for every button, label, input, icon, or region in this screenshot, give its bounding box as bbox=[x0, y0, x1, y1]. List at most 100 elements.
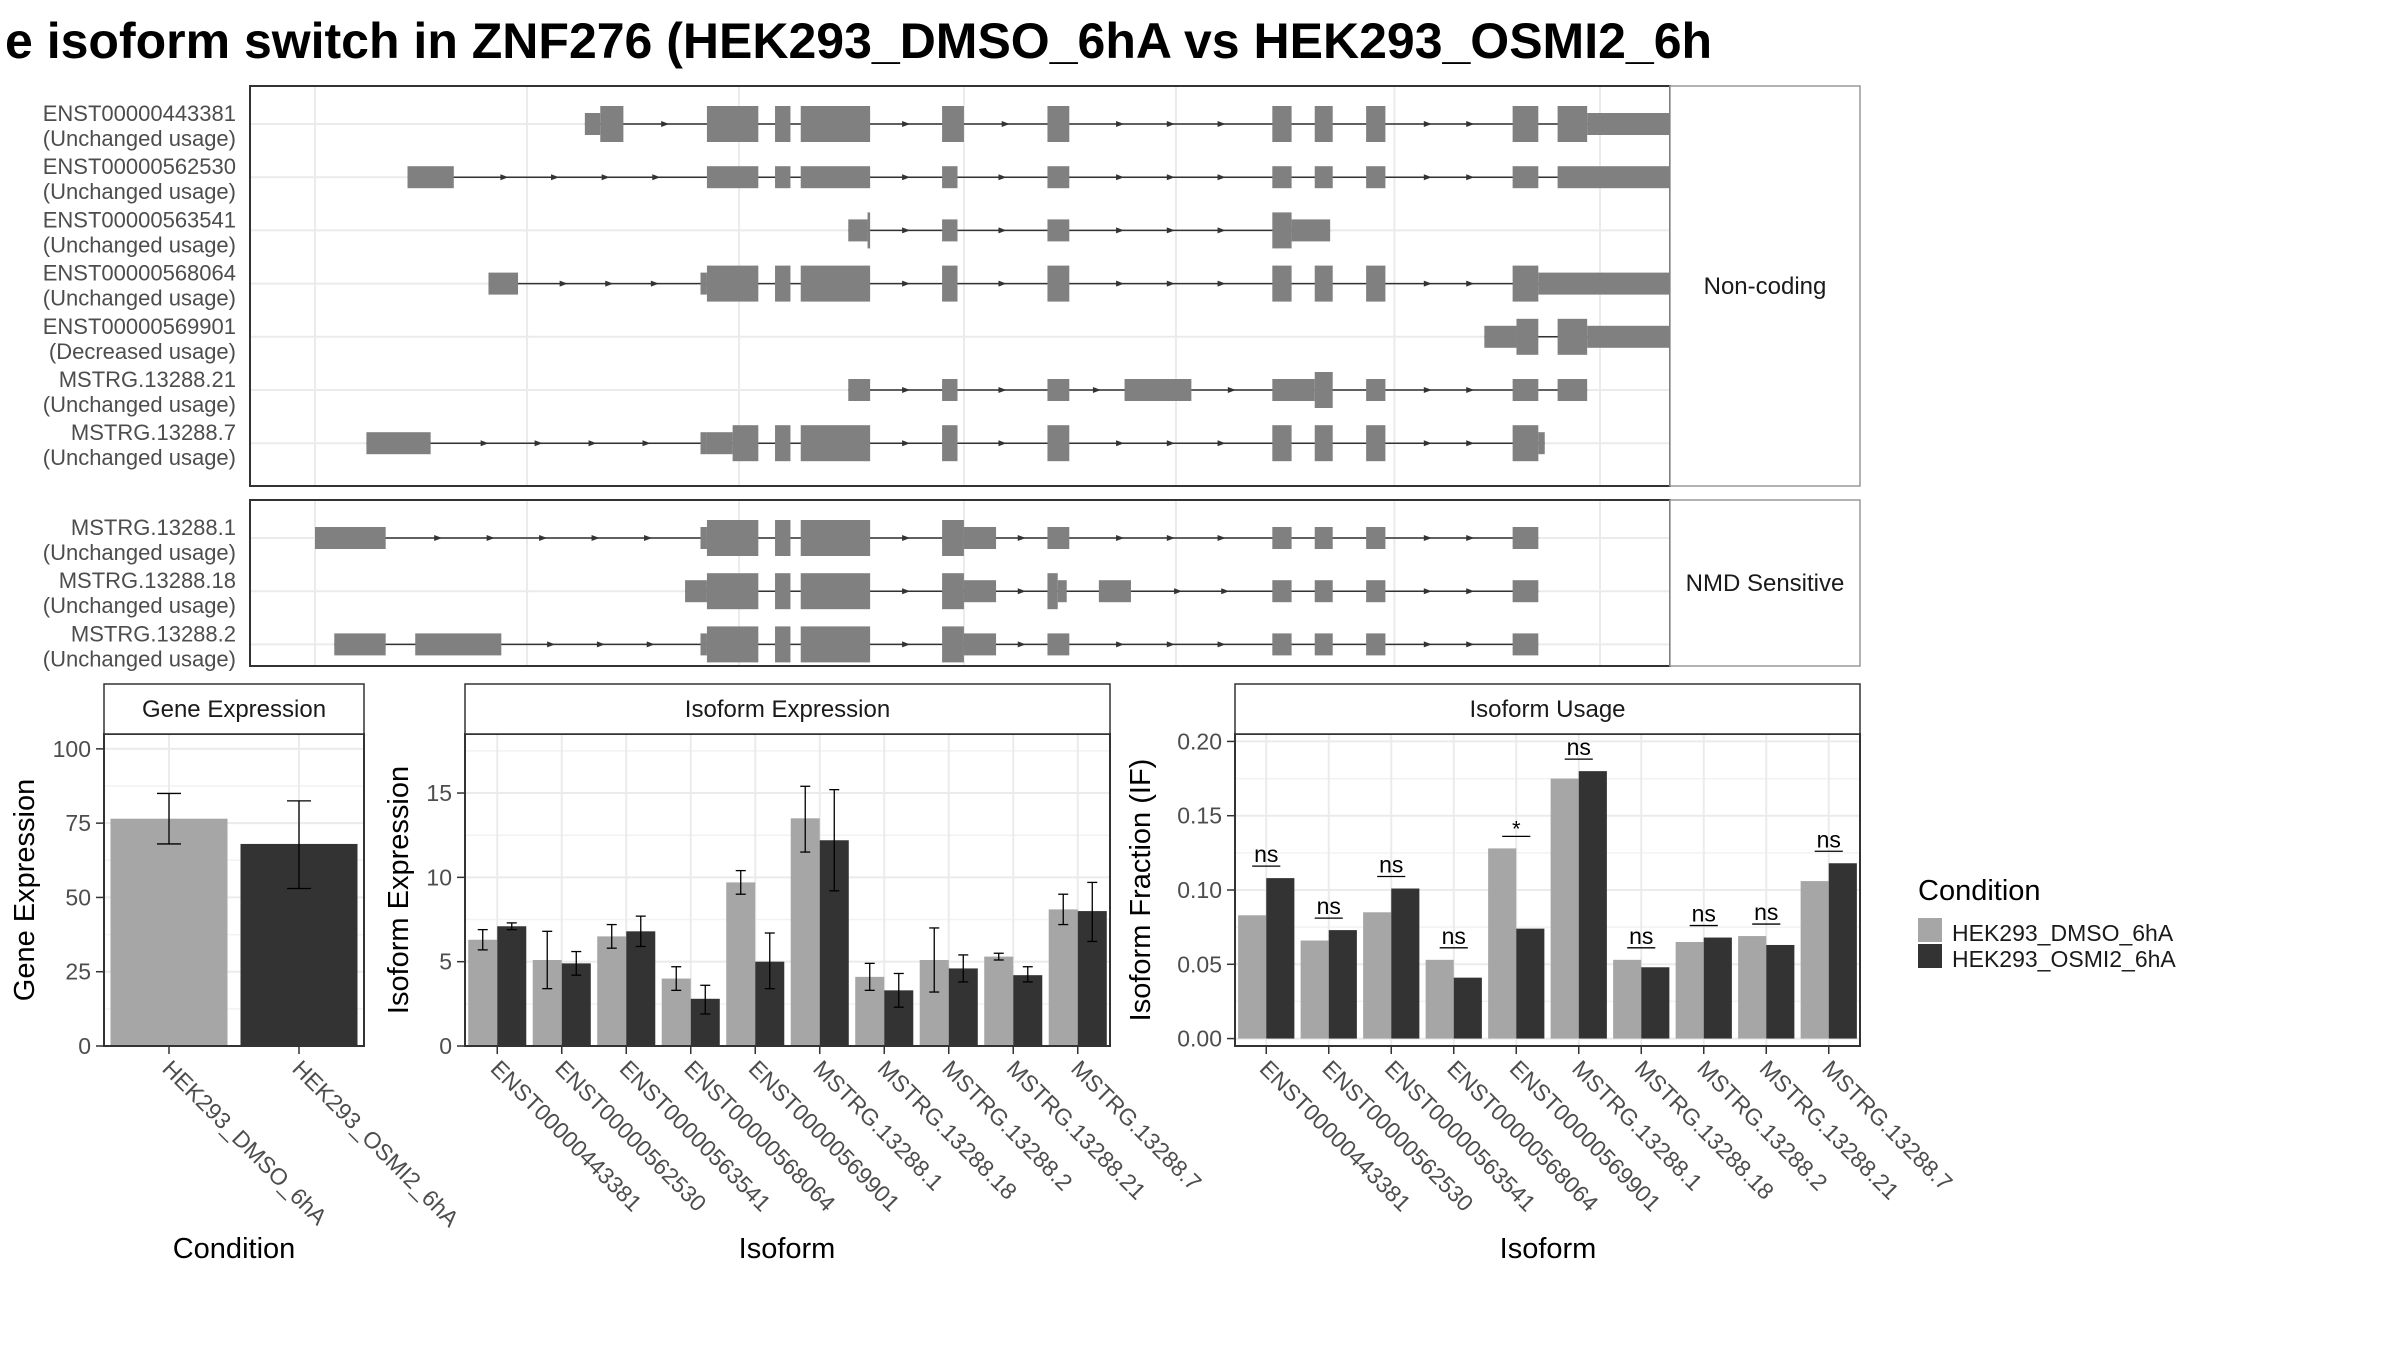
strand-arrow bbox=[1217, 227, 1226, 234]
strand-arrow bbox=[1217, 535, 1226, 541]
bar bbox=[1328, 930, 1357, 1039]
exon bbox=[700, 633, 707, 656]
chart-title: Gene Expression bbox=[142, 696, 326, 723]
exon bbox=[1272, 527, 1292, 549]
y-tick-label: 50 bbox=[65, 884, 91, 910]
strand-arrow bbox=[902, 641, 911, 648]
bar bbox=[626, 931, 656, 1046]
isoform-usage-label: (Unchanged usage) bbox=[43, 286, 236, 311]
exon bbox=[800, 573, 871, 610]
exon bbox=[407, 166, 454, 189]
strand-arrow bbox=[650, 280, 659, 287]
significance-label: * bbox=[1512, 816, 1521, 841]
exon bbox=[1314, 580, 1333, 603]
strand-arrow bbox=[998, 174, 1007, 181]
strand-arrow bbox=[434, 535, 443, 541]
transcript-row bbox=[848, 212, 1331, 249]
exon bbox=[963, 580, 997, 603]
isoform-id-label: MSTRG.13288.2 bbox=[71, 621, 236, 646]
isoform-id-label: MSTRG.13288.18 bbox=[59, 568, 236, 593]
facet-strip bbox=[464, 683, 1111, 735]
y-tick-label: 0.00 bbox=[1177, 1026, 1222, 1052]
exon bbox=[775, 425, 791, 462]
y-tick-label: 5 bbox=[439, 949, 452, 975]
exon bbox=[942, 573, 964, 610]
bar bbox=[1550, 778, 1579, 1039]
exon bbox=[800, 520, 871, 556]
exon bbox=[1272, 580, 1292, 603]
isoform-usage-label: (Unchanged usage) bbox=[43, 126, 236, 151]
strand-arrow bbox=[1116, 535, 1125, 541]
exon bbox=[1538, 432, 1545, 455]
isoform-usage-label: (Unchanged usage) bbox=[43, 179, 236, 204]
exon bbox=[775, 265, 791, 302]
isoform-id-label: MSTRG.13288.1 bbox=[71, 515, 236, 540]
bar bbox=[1578, 771, 1607, 1039]
exon bbox=[1366, 633, 1386, 656]
exon bbox=[1512, 633, 1539, 656]
strand-arrow bbox=[500, 174, 509, 181]
exon bbox=[1366, 265, 1386, 302]
exon bbox=[1272, 106, 1292, 142]
isoform-usage-label: (Unchanged usage) bbox=[43, 232, 236, 257]
significance-label: ns bbox=[1692, 901, 1716, 927]
structure-panel-nmd: NMD Sensitive bbox=[249, 499, 1861, 667]
chart-isoform-expression: Isoform Expression051015ENST00000443381E… bbox=[383, 683, 1207, 1265]
chart-title: Isoform Expression bbox=[685, 696, 890, 723]
transcript-row bbox=[584, 106, 1729, 142]
facet-label: Non-coding bbox=[1704, 273, 1827, 300]
significance-label: ns bbox=[1254, 841, 1278, 867]
strand-arrow bbox=[601, 174, 610, 181]
y-tick-label: 0 bbox=[439, 1033, 452, 1059]
strand-arrow bbox=[1166, 641, 1175, 648]
exon bbox=[334, 633, 386, 656]
strand-arrow bbox=[551, 174, 560, 181]
isoform-usage-label: (Unchanged usage) bbox=[43, 392, 236, 417]
bar bbox=[1516, 928, 1545, 1039]
strand-arrow bbox=[1166, 535, 1175, 541]
y-tick-label: 0.15 bbox=[1177, 803, 1222, 829]
strand-arrow bbox=[1017, 588, 1026, 595]
exon bbox=[1512, 106, 1539, 142]
strand-arrow bbox=[902, 387, 911, 393]
exon bbox=[1557, 106, 1588, 142]
exon bbox=[775, 520, 791, 556]
structure-panel-noncoding: Non-coding bbox=[249, 85, 1861, 487]
exon bbox=[706, 265, 759, 302]
exon bbox=[1272, 212, 1292, 249]
legend-title: Condition bbox=[1918, 875, 2041, 907]
exon bbox=[706, 573, 759, 610]
strand-arrow bbox=[998, 387, 1007, 393]
exon bbox=[700, 272, 707, 295]
strand-arrow bbox=[902, 174, 911, 181]
bar bbox=[1453, 977, 1482, 1039]
legend-label-osmi2: HEK293_OSMI2_6hA bbox=[1952, 946, 2176, 972]
y-tick-label: 25 bbox=[65, 959, 91, 985]
exon bbox=[1516, 318, 1539, 355]
isoform-id-label: ENST00000568064 bbox=[43, 261, 236, 286]
exon bbox=[942, 219, 958, 242]
exon bbox=[848, 379, 871, 401]
bar bbox=[1300, 940, 1329, 1039]
strand-arrow bbox=[902, 440, 911, 447]
strand-arrow bbox=[998, 227, 1007, 234]
bar bbox=[1766, 944, 1795, 1039]
exon bbox=[1291, 219, 1331, 242]
strand-arrow bbox=[1217, 641, 1226, 648]
exon bbox=[706, 432, 733, 455]
chart-title: Isoform Usage bbox=[1469, 696, 1625, 723]
significance-label: ns bbox=[1442, 923, 1466, 949]
exon bbox=[1512, 580, 1539, 603]
strand-arrow bbox=[998, 280, 1007, 287]
strand-arrow bbox=[998, 440, 1007, 447]
exon bbox=[1272, 166, 1292, 189]
y-tick-label: 10 bbox=[426, 864, 452, 890]
strand-arrow bbox=[1423, 588, 1432, 595]
strand-arrow bbox=[902, 227, 911, 234]
exon bbox=[1272, 425, 1292, 462]
facet-label: NMD Sensitive bbox=[1686, 570, 1845, 597]
strand-arrow bbox=[480, 440, 489, 447]
bar bbox=[1048, 909, 1078, 1046]
strand-arrow bbox=[902, 535, 911, 541]
